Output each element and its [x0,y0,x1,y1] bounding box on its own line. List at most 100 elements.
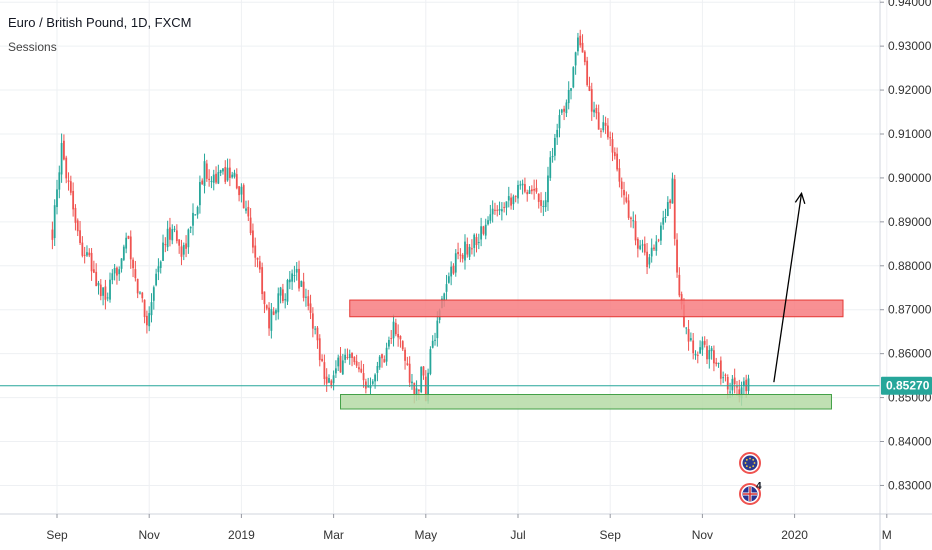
candle [590,82,593,121]
candle [74,204,77,231]
candle [563,105,565,121]
candle [581,34,584,53]
candle [275,308,277,321]
candle [484,218,487,240]
candle [316,325,319,349]
x-tick-label: Sep [600,528,622,542]
indicator-sessions[interactable]: Sessions [8,40,57,54]
candle [657,238,660,243]
candle [321,354,323,363]
candle [344,348,347,364]
candle [609,131,612,147]
candle [145,310,148,334]
candle [369,377,372,395]
candle [92,260,95,274]
y-tick-label: 0.83000 [888,478,932,492]
candle [362,363,365,388]
candle [169,217,171,247]
candle [577,32,579,56]
candle [120,258,123,273]
candle [332,370,335,391]
candle [288,271,291,290]
candle [445,274,448,300]
candle [171,224,174,245]
candle [602,115,605,133]
candle [611,132,614,162]
candle [494,202,496,215]
candle [300,280,303,287]
candle [203,153,206,194]
candle [113,264,116,281]
candle [733,368,736,394]
candle [263,291,266,314]
uk-event-icon[interactable]: 4 [739,481,762,505]
candle [717,362,720,368]
candle [650,238,653,263]
candle [664,208,667,223]
candle [565,99,568,118]
candle [666,196,669,217]
candle [510,193,512,210]
y-tick-label: 0.90000 [888,171,932,185]
candle [653,244,655,252]
candle [286,278,289,305]
candle [480,217,483,247]
candle [632,211,635,229]
candle [125,232,128,254]
candle [328,374,330,384]
candle [157,258,160,281]
candle [404,347,406,370]
candle [378,355,381,370]
candle [341,353,344,376]
candle [673,174,676,246]
candle [477,233,480,250]
candle [311,307,314,338]
zones [340,299,844,410]
candle [533,179,536,200]
candle [648,253,651,269]
candle [669,198,672,209]
candle [265,304,268,311]
candle [233,169,236,179]
candle [724,373,727,382]
forecast-arrow-shaft [773,193,803,383]
candle [641,239,644,253]
candle [116,266,118,285]
candle [422,366,425,380]
candle [715,357,718,367]
candle [708,345,711,369]
candle [627,194,630,220]
candle [434,332,436,346]
candle [76,218,79,237]
support-zone [340,394,832,410]
candle [528,186,531,194]
candle [348,349,351,365]
eu-event-icon[interactable] [739,452,761,474]
candle [196,205,199,219]
candle [537,193,540,209]
candle [270,302,273,339]
candle [574,51,577,75]
candle [173,225,176,233]
candle [284,293,287,309]
candle [687,319,690,351]
candle [420,366,423,394]
symbol-title[interactable]: Euro / British Pound, 1D, FXCM [8,15,192,30]
candle [604,116,607,134]
candle [461,253,464,263]
candle [150,293,153,323]
candle [90,248,93,281]
candle [514,195,517,203]
candle [517,180,519,204]
last-price-label: 0.85270 [886,379,930,393]
candle [339,347,342,373]
candle [60,133,63,183]
y-tick-label: 0.87000 [888,303,932,317]
candle [258,255,261,273]
candle [51,221,54,250]
candle [692,332,695,360]
candle [694,350,697,360]
candle [471,239,473,255]
candle [219,169,222,177]
